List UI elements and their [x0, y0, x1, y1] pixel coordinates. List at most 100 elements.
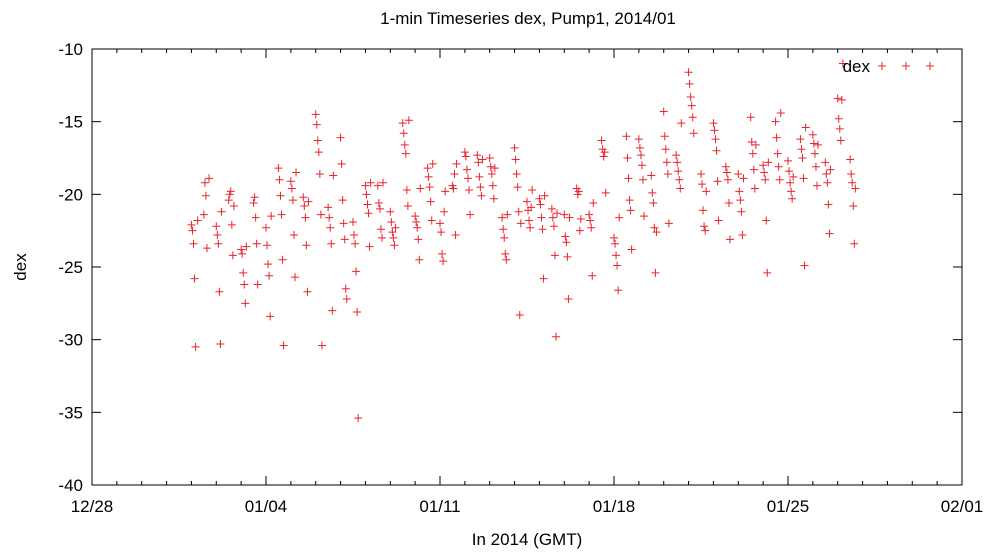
data-point [326, 223, 335, 232]
data-point [316, 210, 325, 219]
x-tick-label: 02/01 [941, 497, 984, 516]
data-point [252, 239, 261, 248]
data-point [329, 171, 338, 180]
data-point [241, 299, 250, 308]
data-point [266, 312, 275, 321]
data-point [814, 140, 823, 149]
data-point [797, 145, 806, 154]
data-point [763, 268, 772, 277]
data-point [190, 274, 199, 283]
data-point [391, 223, 400, 232]
data-point [415, 255, 424, 264]
data-point [498, 213, 507, 222]
data-point [215, 287, 224, 296]
data-point [714, 216, 723, 225]
data-point [538, 225, 547, 234]
data-point [587, 223, 596, 232]
data-point [300, 201, 309, 210]
data-point [786, 178, 795, 187]
y-axis: -40 -35 -30 -25 -20 -15 -10 [58, 40, 962, 495]
data-point [760, 168, 769, 177]
data-point [739, 174, 748, 183]
data-point [425, 183, 434, 192]
data-point [292, 168, 301, 177]
data-point [527, 203, 536, 212]
data-point [649, 199, 658, 208]
data-point [836, 136, 845, 145]
data-point [851, 184, 860, 193]
data-point [686, 92, 695, 101]
data-point [253, 280, 262, 289]
data-points [187, 59, 860, 423]
data-point [750, 184, 759, 193]
data-point [636, 151, 645, 160]
data-point [387, 217, 396, 226]
data-point [353, 308, 362, 317]
data-point [502, 255, 511, 264]
data-point [205, 174, 214, 183]
data-point [688, 113, 697, 122]
data-point [674, 167, 683, 176]
data-point [712, 146, 721, 155]
data-point [514, 207, 523, 216]
data-point [825, 229, 834, 238]
data-point [340, 235, 349, 244]
data-point [473, 151, 482, 160]
data-point [302, 241, 311, 250]
data-point [552, 332, 560, 341]
data-point [848, 178, 857, 187]
data-point [809, 139, 818, 148]
data-point [553, 209, 562, 218]
data-point [304, 197, 313, 206]
data-point [485, 154, 494, 162]
data-point [311, 110, 320, 119]
data-point [352, 267, 361, 276]
data-point [388, 228, 397, 237]
data-point [503, 210, 512, 219]
data-point [228, 251, 237, 260]
data-point [611, 239, 620, 248]
data-point [738, 231, 747, 240]
data-point [342, 294, 351, 303]
data-point [373, 181, 382, 190]
legend-marker-glyph [902, 62, 910, 70]
data-point [810, 149, 819, 158]
data-point [526, 223, 535, 232]
y-axis-label: dex [11, 253, 30, 281]
data-point [361, 181, 370, 190]
data-point [510, 143, 519, 152]
data-point [486, 162, 495, 171]
data-point [200, 178, 209, 187]
y-tick-label: -20 [58, 185, 83, 204]
data-point [724, 199, 733, 208]
data-point [548, 213, 557, 222]
data-point [834, 114, 843, 123]
data-point [339, 219, 348, 228]
data-point [799, 174, 808, 183]
data-point [462, 165, 471, 174]
x-axis: 12/28 01/04 01/11 01/18 01/25 02/01 [71, 49, 984, 516]
data-point [264, 260, 273, 269]
data-point [528, 185, 537, 194]
data-point [637, 161, 646, 170]
data-point [213, 231, 222, 240]
data-point [427, 216, 436, 225]
data-point [536, 200, 545, 209]
data-point [466, 210, 475, 219]
data-point [784, 156, 792, 165]
x-tick-label: 01/11 [419, 497, 460, 516]
data-point [821, 158, 830, 167]
data-point [822, 169, 831, 178]
data-point [648, 188, 657, 197]
data-point [823, 178, 832, 187]
data-point [610, 233, 618, 242]
data-point [267, 212, 276, 221]
data-point [274, 164, 283, 173]
data-point [685, 79, 694, 88]
data-point [801, 123, 810, 132]
data-point [772, 133, 781, 142]
data-point [239, 268, 248, 277]
data-point [374, 199, 383, 208]
data-point [721, 162, 730, 171]
data-point [327, 239, 336, 248]
